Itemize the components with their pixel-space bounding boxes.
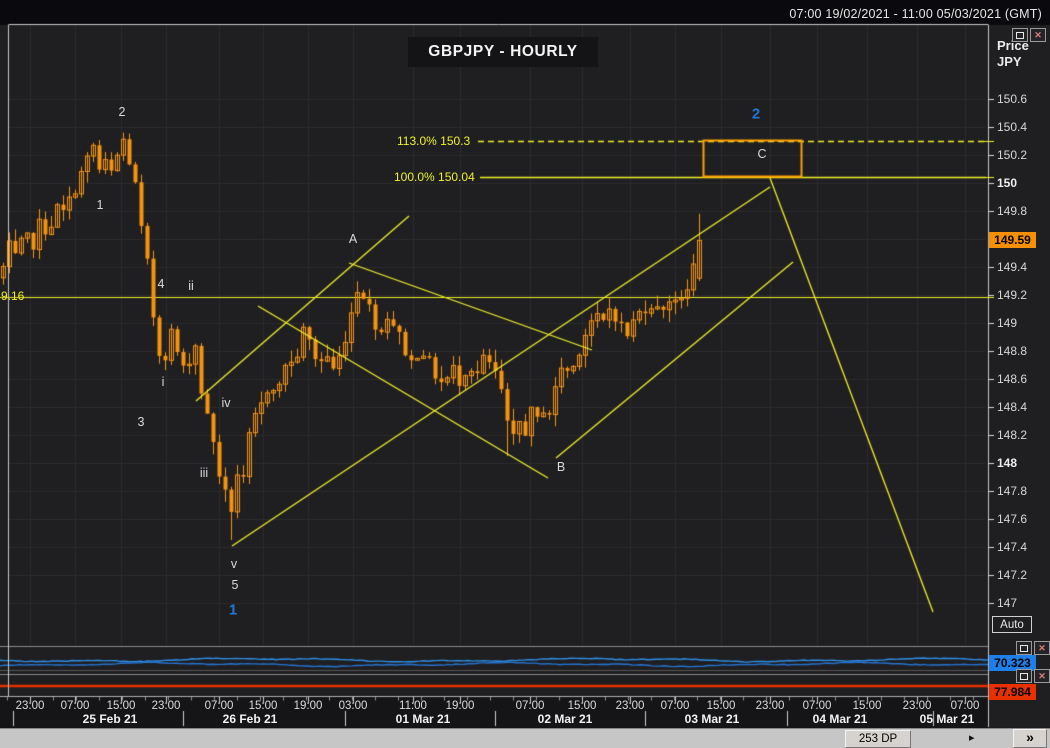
time-axis-label: 07:00	[660, 700, 690, 712]
time-axis-label: 15:00	[852, 700, 882, 712]
time-axis-label: 19:00	[293, 700, 323, 712]
elliott-wave-label-3: 3	[137, 415, 145, 429]
price-tick-label: 149.2	[997, 288, 1028, 302]
date-axis-label: 26 Feb 21	[222, 712, 278, 726]
elliott-wave-label-4: 4	[157, 277, 165, 291]
last-price-badge: 149.59	[989, 232, 1036, 248]
time-axis-label: 15:00	[106, 700, 136, 712]
date-axis-label: 01 Mar 21	[395, 712, 451, 726]
elliott-wave-label-1: 1	[228, 601, 238, 619]
window-controls: ✕	[1016, 669, 1050, 683]
time-axis-label: 23:00	[902, 700, 932, 712]
price-tick-label: 147.8	[997, 484, 1028, 498]
red-indicator-value-badge: 77.984	[989, 684, 1036, 700]
elliott-wave-label-5: 5	[231, 578, 239, 592]
elliott-wave-label-ii: ii	[188, 279, 194, 293]
elliott-wave-label-2: 2	[118, 105, 126, 119]
elliott-wave-label-v: v	[230, 557, 238, 571]
elliott-wave-label-C: C	[757, 147, 767, 161]
elliott-wave-label-iv: iv	[221, 396, 231, 410]
window-restore-icon[interactable]	[1016, 669, 1032, 683]
price-tick-label: 149.8	[997, 204, 1028, 218]
elliott-wave-label-iii: iii	[199, 466, 209, 480]
date-axis-label: 05 Mar 21	[919, 712, 975, 726]
window-close-icon[interactable]: ✕	[1030, 28, 1046, 42]
price-tick-label: 148.2	[997, 428, 1028, 442]
window-controls: ✕	[1016, 641, 1050, 655]
price-tick-label: 147.6	[997, 512, 1028, 526]
price-tick-label: 150	[997, 176, 1018, 190]
price-tick-label: 147	[997, 596, 1018, 610]
price-tick-label: 150.2	[997, 148, 1028, 162]
price-tick-label: 150.6	[997, 92, 1028, 106]
horizontal-line-price-label: 9.16	[1, 289, 25, 303]
price-tick-label: 147.4	[997, 540, 1028, 554]
time-axis-label: 23:00	[615, 700, 645, 712]
elliott-wave-label-B: B	[556, 460, 566, 474]
time-axis-label: 11:00	[399, 700, 427, 712]
date-axis-label: 02 Mar 21	[537, 712, 593, 726]
elliott-wave-label-2: 2	[751, 105, 761, 123]
data-points-button[interactable]: 253 DP	[845, 730, 911, 748]
price-tick-label: 148.8	[997, 344, 1028, 358]
window-close-icon[interactable]: ✕	[1034, 641, 1050, 655]
scroll-right-arrow-icon[interactable]: ▸	[969, 732, 975, 744]
date-axis-label: 25 Feb 21	[82, 712, 138, 726]
scroll-fast-forward-button[interactable]: »	[1013, 729, 1047, 748]
price-axis-title: Price JPY	[997, 38, 1029, 69]
bottom-scroll-bar[interactable]	[0, 728, 1050, 748]
time-axis-label: 07:00	[515, 700, 545, 712]
date-axis-label: 03 Mar 21	[684, 712, 740, 726]
price-tick-label: 150.4	[997, 120, 1028, 134]
time-axis-label: 03:00	[338, 700, 368, 712]
window-controls: ✕	[1012, 28, 1046, 42]
auto-scale-button[interactable]: Auto	[992, 616, 1032, 633]
time-axis-label: 15:00	[248, 700, 278, 712]
time-axis-label: 15:00	[706, 700, 736, 712]
time-axis-label: 23:00	[15, 700, 45, 712]
time-axis-label: 19:00	[445, 700, 475, 712]
price-tick-label: 149	[997, 316, 1018, 330]
elliott-wave-label-A: A	[348, 232, 358, 246]
time-axis-label: 23:00	[151, 700, 181, 712]
blue-indicator-value-badge: 70.323	[989, 655, 1036, 671]
time-axis-label: 07:00	[204, 700, 234, 712]
fib-level-100-label: 100.0% 150.04	[394, 170, 475, 184]
price-tick-label: 148	[997, 456, 1018, 470]
elliott-wave-label-1: 1	[96, 198, 104, 212]
time-axis-label: 23:00	[755, 700, 785, 712]
price-tick-label: 148.6	[997, 372, 1028, 386]
price-tick-label: 147.2	[997, 568, 1028, 582]
chart-title: GBPJPY - HOURLY	[408, 37, 598, 67]
price-tick-label: 148.4	[997, 400, 1028, 414]
time-axis-label: 07:00	[802, 700, 832, 712]
window-restore-icon[interactable]	[1012, 28, 1028, 42]
time-axis-label: 07:00	[60, 700, 90, 712]
time-axis-label: 07:00	[950, 700, 980, 712]
fib-level-113-label: 113.0% 150.3	[397, 134, 471, 148]
window-close-icon[interactable]: ✕	[1034, 669, 1050, 683]
time-axis-label: 15:00	[567, 700, 597, 712]
window-restore-icon[interactable]	[1016, 641, 1032, 655]
chart-date-range: 07:00 19/02/2021 - 11:00 05/03/2021 (GMT…	[789, 7, 1042, 21]
elliott-wave-label-i: i	[161, 375, 165, 389]
price-tick-label: 149.4	[997, 260, 1028, 274]
date-axis-label: 04 Mar 21	[812, 712, 868, 726]
